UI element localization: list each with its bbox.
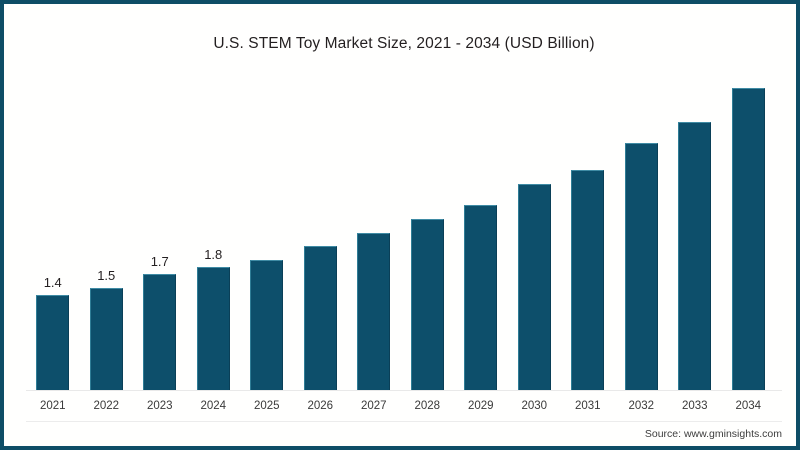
bar-slot: [80, 74, 134, 391]
x-axis-label-2021: 2021: [39, 400, 66, 412]
bar-series: 1.4 1.5 1.7 1.8: [26, 74, 782, 391]
bar-2025[interactable]: [250, 260, 283, 391]
bar-value-label-2024: 1.8: [204, 246, 223, 262]
x-axis-labels: 2021 2022 2023 2024 2025 2026 2027 2028 2029 2030…: [26, 400, 782, 420]
bar-slot: [401, 74, 455, 391]
bar-2024[interactable]: [196, 266, 230, 391]
bar-value-label-2021: 1.4: [43, 274, 62, 290]
bar-2033[interactable]: [678, 122, 711, 391]
x-axis-label-2025: 2025: [253, 400, 280, 412]
x-axis-label-2030: 2030: [521, 400, 548, 412]
x-axis-label-2033: 2033: [681, 400, 708, 412]
x-axis-label-2026: 2026: [307, 400, 334, 412]
bar-2028[interactable]: [410, 218, 444, 391]
bar-2021[interactable]: [36, 294, 69, 391]
bar-slot: [615, 74, 669, 391]
bar-slot: [347, 74, 401, 391]
bar-slot: [561, 74, 615, 391]
bar-2026[interactable]: [303, 246, 337, 391]
bar-2030[interactable]: [517, 184, 551, 391]
bar-2029[interactable]: [464, 204, 497, 391]
bar-slot: [133, 74, 187, 391]
x-axis-label-2031: 2031: [574, 400, 601, 412]
bar-2023[interactable]: [143, 273, 176, 391]
plot-area: 1.4 1.5 1.7 1.8: [26, 74, 782, 391]
source-attribution: Source: www.gminsights.com: [644, 428, 782, 440]
x-axis-label-2027: 2027: [360, 400, 387, 412]
bar-slot: [26, 74, 80, 391]
bar-slot: [722, 74, 776, 391]
x-axis-label-2022: 2022: [93, 400, 120, 412]
bar-slot: [454, 74, 508, 391]
bar-2027[interactable]: [357, 232, 390, 391]
x-axis-label-2034: 2034: [735, 400, 762, 412]
x-axis-label-2029: 2029: [467, 400, 494, 412]
x-axis-label-2028: 2028: [414, 400, 441, 412]
bar-value-label-2022: 1.5: [97, 267, 116, 283]
bar-2022[interactable]: [89, 287, 123, 391]
bar-slot: [294, 74, 348, 391]
bar-2031[interactable]: [571, 170, 604, 391]
x-axis-label-2023: 2023: [146, 400, 173, 412]
chart-title: U.S. STEM Toy Market Size, 2021 - 2034 (…: [213, 35, 595, 52]
x-axis-line: [26, 390, 782, 391]
footer-divider: [26, 421, 782, 422]
chart-background: [4, 4, 796, 446]
bar-slot: [508, 74, 562, 391]
bar-slot: [187, 74, 241, 391]
bar-value-label-2023: 1.7: [150, 253, 169, 269]
bar-2034[interactable]: [731, 87, 765, 391]
x-axis-label-2032: 2032: [628, 400, 655, 412]
bar-slot: [240, 74, 294, 391]
bar-slot: [668, 74, 722, 391]
bar-2032[interactable]: [624, 142, 658, 391]
x-axis-label-2024: 2024: [200, 400, 227, 412]
